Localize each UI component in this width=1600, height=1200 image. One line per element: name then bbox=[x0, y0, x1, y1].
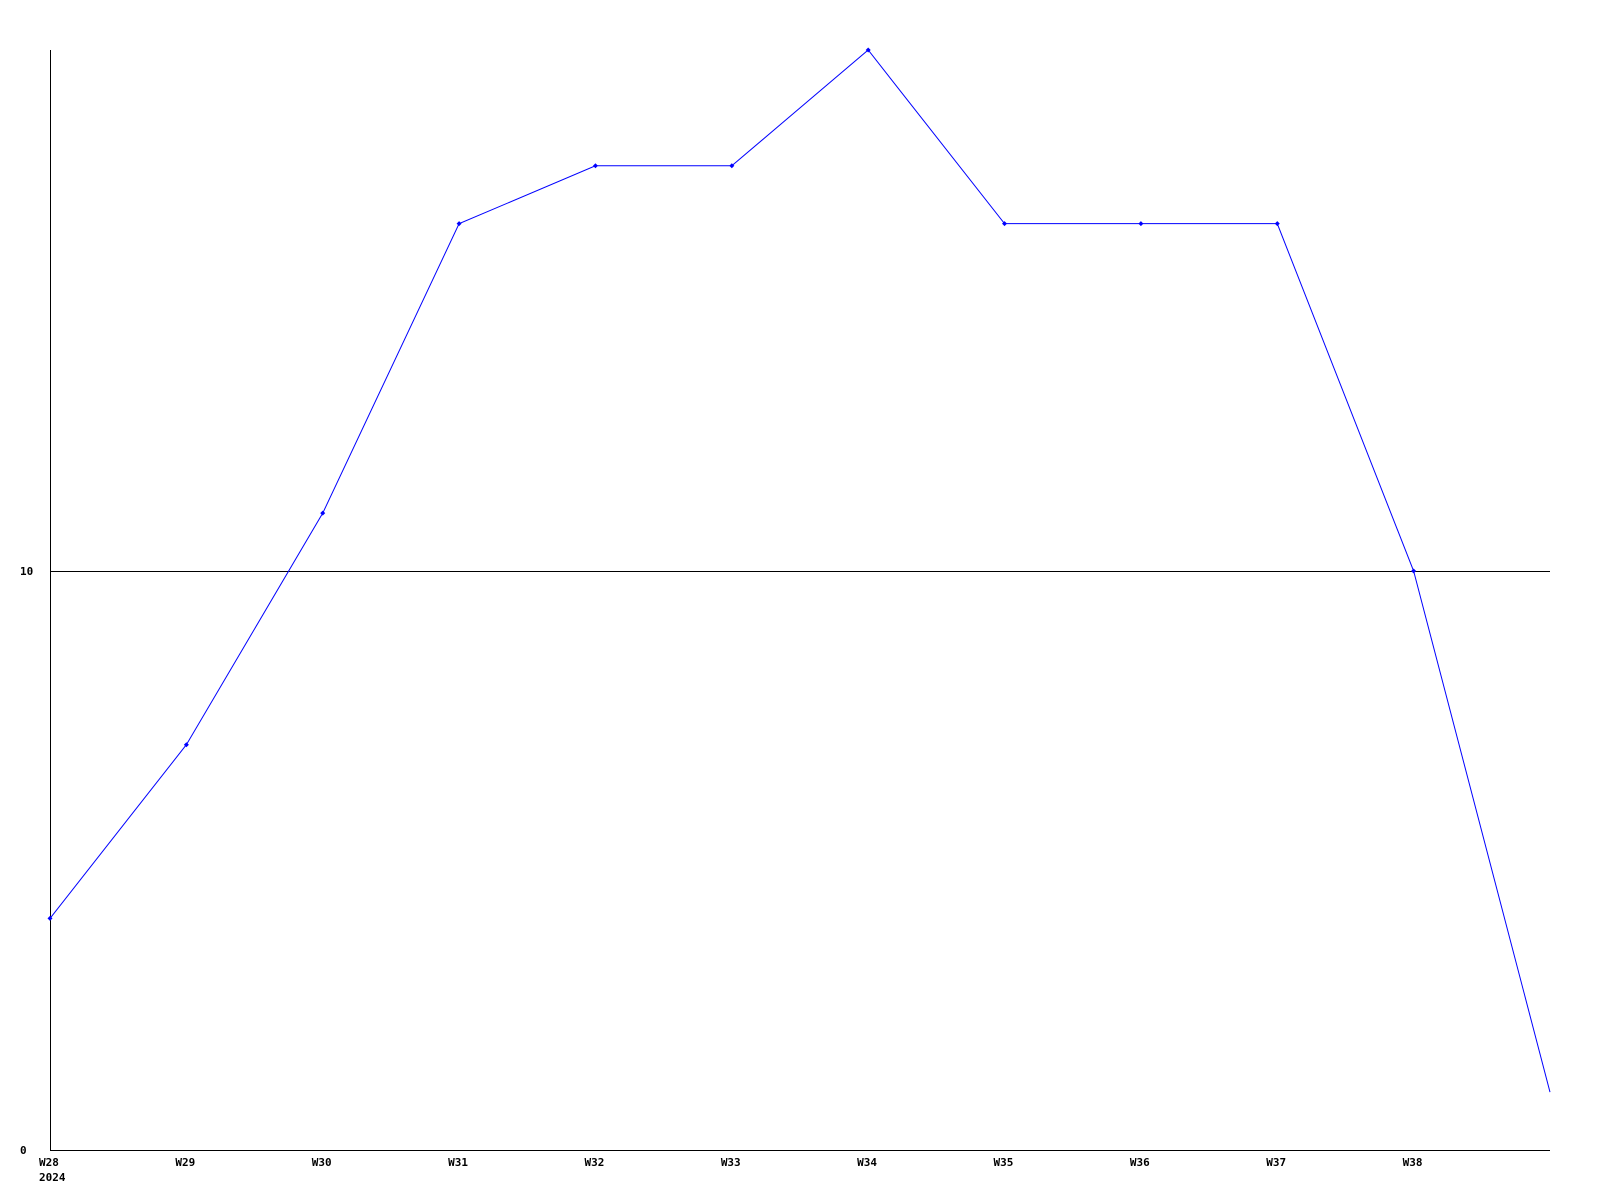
x-tick-label: W29 bbox=[175, 1156, 195, 1169]
x-tick-label: W37 bbox=[1266, 1156, 1286, 1169]
x-tick-label: W31 bbox=[448, 1156, 468, 1169]
data-point bbox=[1411, 568, 1417, 574]
y-tick-label: 0 bbox=[20, 1144, 27, 1157]
data-point bbox=[47, 915, 53, 921]
x-tick-label: W35 bbox=[994, 1156, 1014, 1169]
x-tick-label: W38 bbox=[1403, 1156, 1423, 1169]
data-point bbox=[729, 163, 735, 169]
x-tick-label: W30 bbox=[312, 1156, 332, 1169]
x-tick-label: W34 bbox=[857, 1156, 877, 1169]
data-point bbox=[592, 163, 598, 169]
data-point bbox=[1274, 221, 1280, 227]
x-year-label: 2024 bbox=[39, 1171, 66, 1184]
data-point bbox=[1002, 221, 1008, 227]
x-tick-label: W32 bbox=[584, 1156, 604, 1169]
x-tick-label: W28 bbox=[39, 1156, 59, 1169]
x-tick-label: W36 bbox=[1130, 1156, 1150, 1169]
data-point bbox=[865, 47, 871, 53]
y-tick-label: 10 bbox=[20, 565, 33, 578]
data-point bbox=[183, 742, 189, 748]
data-point bbox=[456, 221, 462, 227]
data-point bbox=[1138, 221, 1144, 227]
data-point bbox=[320, 510, 326, 516]
series-line bbox=[49, 49, 1551, 1093]
x-tick-label: W33 bbox=[721, 1156, 741, 1169]
